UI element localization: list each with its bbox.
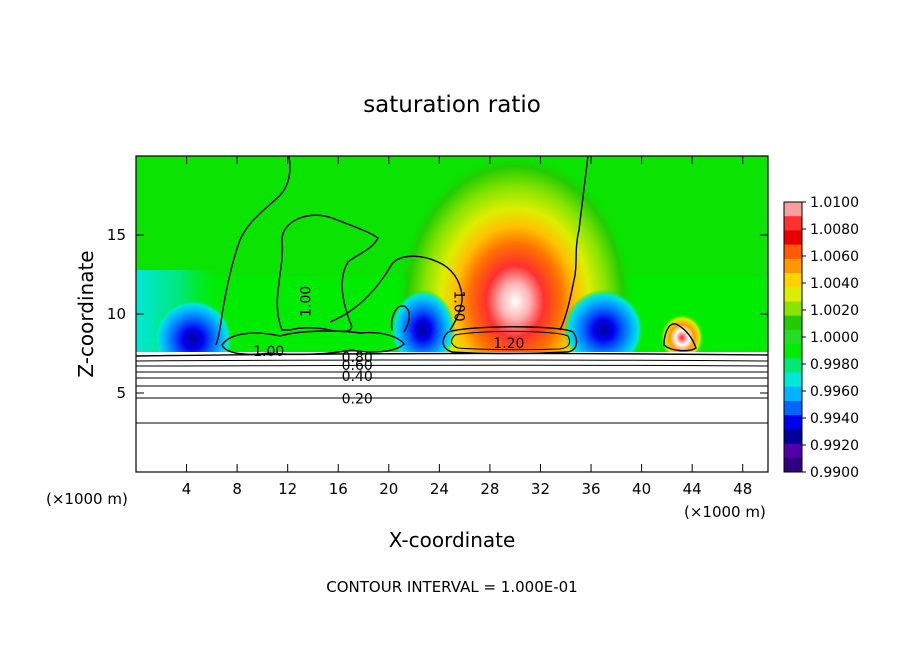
- contour-line-inner: [329, 255, 463, 331]
- chart-title: saturation ratio: [363, 92, 541, 118]
- colorbar-swatch: [784, 457, 802, 473]
- colorbar-swatch: [784, 344, 802, 359]
- colorbar-label: 1.0040: [810, 276, 859, 292]
- contour-line-right: [559, 156, 589, 331]
- contour-label: 0.20: [342, 391, 373, 407]
- x-unit-right: (×1000 m): [684, 503, 766, 521]
- plot-area: 1.00 1.00 1.00 1.20 0.800.600.40 0.20: [136, 156, 768, 472]
- field-minimum-4: [563, 289, 644, 370]
- colorbar-swatch: [784, 443, 802, 459]
- x-tick-label: 28: [480, 480, 499, 498]
- contour-cloud-right-inner: [451, 330, 571, 351]
- colorbar-label: 0.9920: [810, 438, 859, 454]
- contour-label: 0.40: [342, 369, 373, 385]
- x-axis-label: X-coordinate: [389, 528, 516, 552]
- contour-label: 0.80: [342, 350, 373, 366]
- colorbar-label: 1.0060: [810, 249, 859, 265]
- colorbar-swatch: [784, 230, 802, 246]
- contour-cloud-left: [221, 330, 405, 356]
- contour-label: 0.60: [342, 358, 373, 374]
- field-minimum-3: [390, 289, 455, 370]
- colorbar-swatch: [784, 329, 802, 345]
- colorbar-swatch: [784, 216, 802, 231]
- x-tick-label: 40: [632, 480, 651, 498]
- colorbar-label: 1.0100: [810, 195, 859, 211]
- contour-line-left: [215, 156, 291, 346]
- contour-small-cell: [663, 323, 697, 352]
- colorbar-swatch: [784, 202, 802, 217]
- x-tick-label: 44: [683, 480, 702, 498]
- x-unit-left: (×1000 m): [46, 490, 128, 508]
- contour-level-080: [136, 352, 768, 357]
- colorbar: 1.0100 1.0080 1.0060 1.0040 1.0020 1.0000 0.99…: [783, 195, 859, 481]
- colorbar-swatch: [784, 258, 802, 274]
- contour-label: 1.00: [450, 291, 466, 322]
- x-tick-label: 20: [379, 480, 398, 498]
- y-tick-label: 5: [116, 384, 126, 402]
- colorbar-label: 0.9960: [810, 384, 859, 400]
- x-tick-label: 36: [581, 480, 600, 498]
- colorbar-swatch: [784, 415, 802, 430]
- contour-interval-note: CONTOUR INTERVAL = 1.000E-01: [326, 578, 577, 596]
- colorbar-swatch: [784, 287, 802, 302]
- contour-level-070: [136, 359, 768, 362]
- colorbar-label: 0.9980: [810, 357, 859, 373]
- contour-line-small-loop: [390, 305, 410, 333]
- x-tick-label: 32: [531, 480, 550, 498]
- contour-level-060: [136, 364, 768, 367]
- colorbar-swatch: [784, 429, 802, 445]
- lower-domain: [136, 352, 768, 472]
- x-tick-label: 16: [329, 480, 348, 498]
- colorbar-swatch: [784, 400, 802, 416]
- contour-cloud-right: [442, 326, 578, 355]
- colorbar-label: 1.0020: [810, 303, 859, 319]
- colorbar-swatch: [784, 315, 802, 331]
- y-tick-label: 10: [107, 305, 126, 323]
- contour-label: 1.00: [253, 344, 284, 360]
- x-tick-label: 48: [733, 480, 752, 498]
- contour-label: 1.00: [299, 286, 315, 317]
- colorbar-label: 0.9900: [810, 465, 859, 481]
- colorbar-label: 0.9940: [810, 411, 859, 427]
- x-tick-label: 8: [232, 480, 242, 498]
- y-tick-label: 15: [107, 226, 126, 244]
- colorbar-label: 1.0000: [810, 330, 859, 346]
- x-tick-label: 12: [278, 480, 297, 498]
- x-tick-label: 24: [430, 480, 449, 498]
- colorbar-label: 1.0080: [810, 222, 859, 238]
- colorbar-swatch: [784, 372, 802, 388]
- colorbar-swatch: [784, 386, 802, 402]
- colorbar-swatch: [784, 273, 802, 288]
- colorbar-swatch: [784, 244, 802, 260]
- contour-label: 1.20: [493, 336, 524, 352]
- y-axis-label: Z-coordinate: [74, 250, 98, 377]
- colorbar-swatch: [784, 358, 802, 374]
- x-tick-label: 4: [182, 480, 192, 498]
- colorbar-swatch: [784, 301, 802, 317]
